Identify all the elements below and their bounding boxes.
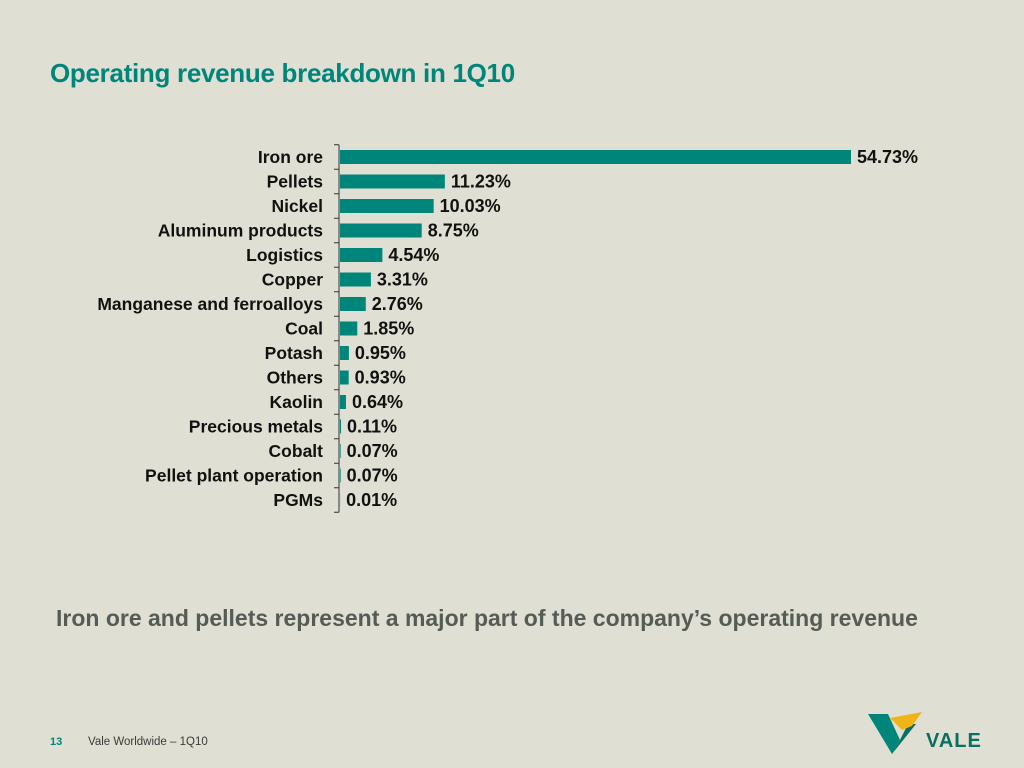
value-label: 10.03% (440, 196, 501, 216)
value-label: 0.93% (355, 368, 406, 388)
bar (340, 321, 358, 336)
value-label: 1.85% (363, 319, 414, 339)
bar (340, 272, 371, 287)
category-label: PGMs (273, 490, 323, 510)
category-label: Kaolin (270, 392, 323, 412)
bar (340, 223, 422, 238)
value-label: 4.54% (388, 245, 439, 265)
value-label: 54.73% (857, 147, 918, 167)
revenue-bar-chart: Iron ore 54.73% Pellets 11.23% Nickel 10.03% A… (97, 144, 918, 513)
category-label: Coal (285, 319, 323, 339)
value-label: 0.07% (347, 441, 398, 461)
category-label: Pellet plant operation (145, 466, 323, 486)
category-label: Precious metals (189, 417, 323, 437)
bar (340, 444, 341, 458)
value-label: 3.31% (377, 270, 428, 290)
bar (340, 395, 346, 409)
bar (340, 150, 851, 164)
logo-mark-green (868, 714, 900, 754)
logo-mark-dark (892, 724, 916, 754)
category-label: Aluminum products (158, 221, 324, 241)
category-label: Nickel (271, 196, 323, 216)
footer-text: Vale Worldwide – 1Q10 (88, 736, 208, 748)
category-label: Manganese and ferroalloys (97, 294, 323, 314)
value-label: 0.64% (352, 392, 403, 412)
value-label: 0.01% (346, 490, 397, 510)
category-label: Iron ore (258, 147, 323, 167)
bar (340, 468, 341, 483)
slide-title: Operating revenue breakdown in 1Q10 (50, 58, 515, 88)
category-label: Potash (265, 343, 323, 363)
value-label: 8.75% (428, 221, 479, 241)
bar (340, 297, 366, 311)
bar (340, 174, 445, 189)
category-label: Others (267, 368, 324, 388)
vale-logo: VALE (868, 712, 982, 754)
bar (340, 370, 349, 385)
value-label: 11.23% (451, 172, 511, 192)
value-label: 0.95% (355, 343, 406, 363)
value-label: 0.07% (347, 466, 398, 486)
logo-wordmark: VALE (926, 730, 982, 752)
value-label: 2.76% (372, 294, 423, 314)
category-label: Copper (262, 270, 323, 290)
bar (340, 248, 383, 262)
bar (340, 419, 342, 434)
bar (340, 346, 349, 360)
logo-mark-yellow (890, 712, 922, 730)
bar (340, 199, 434, 213)
category-label: Pellets (267, 172, 324, 192)
category-label: Cobalt (269, 441, 324, 461)
category-label: Logistics (246, 245, 323, 265)
page-number: 13 (50, 736, 63, 748)
takeaway-text: Iron ore and pellets represent a major p… (56, 605, 918, 631)
value-label: 0.11% (347, 417, 397, 437)
